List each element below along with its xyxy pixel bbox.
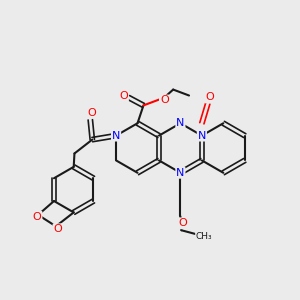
Text: N: N	[112, 130, 120, 141]
Text: O: O	[53, 224, 62, 234]
Text: O: O	[119, 91, 128, 100]
Text: CH₃: CH₃	[196, 232, 212, 241]
Text: O: O	[160, 95, 169, 106]
Text: N: N	[176, 168, 184, 178]
Text: O: O	[206, 92, 214, 103]
Text: N: N	[176, 118, 184, 128]
Text: O: O	[178, 218, 187, 228]
Text: O: O	[87, 108, 96, 118]
Text: N: N	[198, 130, 206, 141]
Text: O: O	[33, 212, 41, 222]
